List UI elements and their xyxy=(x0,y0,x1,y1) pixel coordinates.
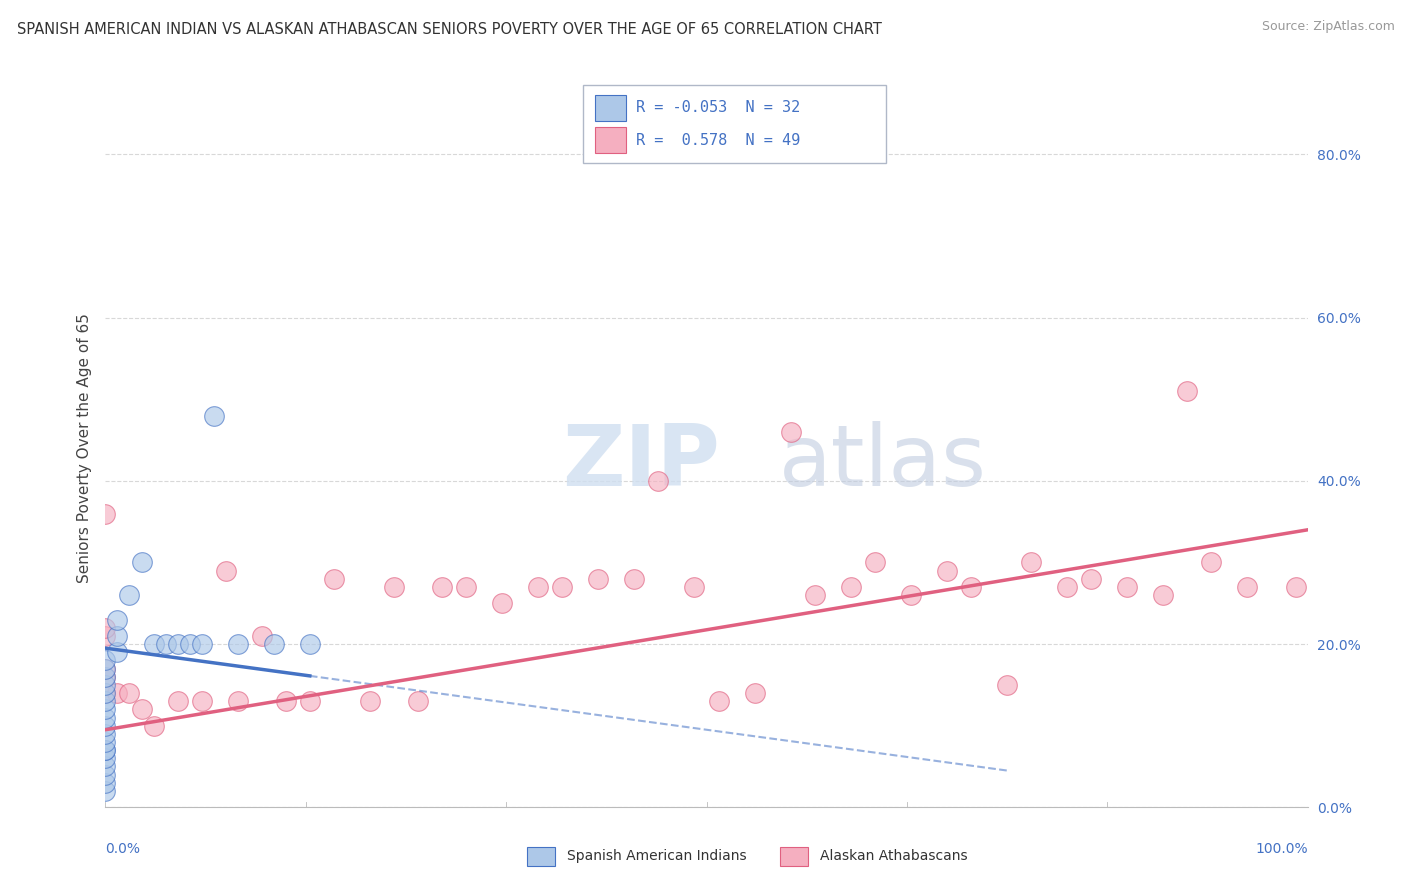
Point xyxy=(94,743,117,757)
Point xyxy=(214,564,236,578)
Point xyxy=(863,556,886,570)
Point xyxy=(274,694,297,708)
Point xyxy=(1019,556,1042,570)
Point xyxy=(382,580,405,594)
Point xyxy=(94,735,117,749)
Point xyxy=(94,629,117,643)
Point xyxy=(491,596,513,610)
Point xyxy=(1175,384,1198,398)
Text: Alaskan Athabascans: Alaskan Athabascans xyxy=(820,849,967,863)
Point xyxy=(190,637,212,651)
Point xyxy=(94,621,117,635)
Point xyxy=(527,580,550,594)
Point xyxy=(131,702,153,716)
Text: R =  0.578  N = 49: R = 0.578 N = 49 xyxy=(636,133,800,147)
Point xyxy=(1056,580,1078,594)
Text: 0.0%: 0.0% xyxy=(105,842,141,856)
Y-axis label: Seniors Poverty Over the Age of 65: Seniors Poverty Over the Age of 65 xyxy=(76,313,91,583)
Point xyxy=(94,653,117,667)
Point xyxy=(94,767,117,781)
Text: Spanish American Indians: Spanish American Indians xyxy=(567,849,747,863)
Point xyxy=(94,719,117,733)
Point xyxy=(1236,580,1258,594)
Point xyxy=(803,588,825,602)
Point xyxy=(94,751,117,765)
Point xyxy=(454,580,477,594)
Point xyxy=(1201,556,1223,570)
Point xyxy=(94,710,117,724)
Point xyxy=(107,645,129,659)
Point xyxy=(118,588,141,602)
Point xyxy=(623,572,645,586)
Point xyxy=(1284,580,1306,594)
Point xyxy=(94,776,117,790)
Point xyxy=(588,572,610,586)
Point xyxy=(94,507,117,521)
Point xyxy=(107,686,129,700)
Point xyxy=(647,474,669,488)
Point xyxy=(142,637,165,651)
Point xyxy=(900,588,922,602)
Point xyxy=(94,743,117,757)
Point xyxy=(94,694,117,708)
Point xyxy=(551,580,574,594)
Point xyxy=(263,637,285,651)
Point xyxy=(298,637,321,651)
Text: ZIP: ZIP xyxy=(562,421,720,504)
Point xyxy=(94,784,117,798)
Point xyxy=(155,637,177,651)
Point xyxy=(779,425,801,439)
Point xyxy=(936,564,959,578)
Point xyxy=(1080,572,1102,586)
Point xyxy=(707,694,730,708)
Point xyxy=(94,686,117,700)
Point xyxy=(94,702,117,716)
Text: Source: ZipAtlas.com: Source: ZipAtlas.com xyxy=(1261,20,1395,33)
Text: R = -0.053  N = 32: R = -0.053 N = 32 xyxy=(636,101,800,115)
Point xyxy=(322,572,344,586)
Text: SPANISH AMERICAN INDIAN VS ALASKAN ATHABASCAN SENIORS POVERTY OVER THE AGE OF 65: SPANISH AMERICAN INDIAN VS ALASKAN ATHAB… xyxy=(17,22,882,37)
Point xyxy=(142,719,165,733)
Point xyxy=(683,580,706,594)
Point xyxy=(166,694,188,708)
Point xyxy=(1116,580,1139,594)
Text: atlas: atlas xyxy=(779,421,987,504)
Point xyxy=(359,694,381,708)
Point xyxy=(94,661,117,675)
Point xyxy=(839,580,862,594)
Point xyxy=(250,629,273,643)
Point xyxy=(960,580,983,594)
Point xyxy=(226,694,249,708)
Point xyxy=(744,686,766,700)
Point xyxy=(118,686,141,700)
Point xyxy=(995,678,1018,692)
Point xyxy=(166,637,188,651)
Point xyxy=(406,694,429,708)
Point xyxy=(94,661,117,675)
Point xyxy=(94,670,117,684)
Point xyxy=(190,694,212,708)
Point xyxy=(107,613,129,627)
Point xyxy=(94,686,117,700)
Text: 100.0%: 100.0% xyxy=(1256,842,1308,856)
Point xyxy=(94,727,117,741)
Point xyxy=(298,694,321,708)
Point xyxy=(430,580,453,594)
Point xyxy=(179,637,201,651)
Point xyxy=(202,409,225,423)
Point xyxy=(1152,588,1174,602)
Point xyxy=(226,637,249,651)
Point xyxy=(131,556,153,570)
Point xyxy=(107,629,129,643)
Point xyxy=(94,759,117,773)
Point xyxy=(94,678,117,692)
Point xyxy=(94,670,117,684)
